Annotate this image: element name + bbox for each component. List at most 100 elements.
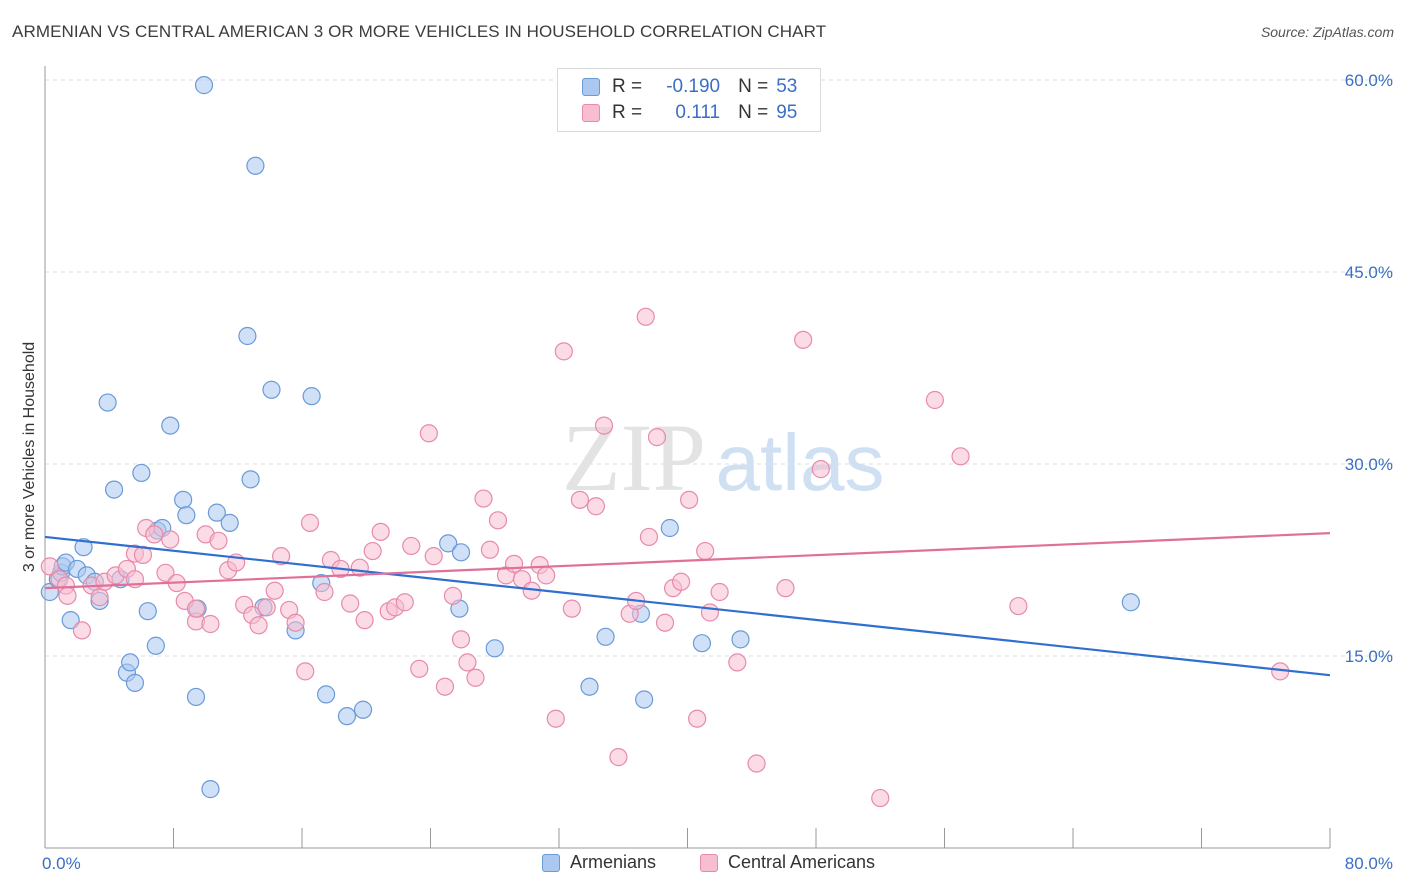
armenian-point bbox=[61, 611, 80, 630]
armenian-point bbox=[201, 780, 220, 799]
central-american-point bbox=[570, 490, 589, 509]
central-american-point bbox=[671, 572, 691, 591]
legend-n-value: 95 bbox=[776, 102, 798, 123]
armenian-point bbox=[439, 534, 458, 553]
y-tick-label: 45.0% bbox=[1345, 263, 1393, 282]
y-tick-label: 60.0% bbox=[1345, 71, 1393, 90]
armenian-point bbox=[353, 700, 373, 719]
legend-item-armenians[interactable]: Armenians bbox=[542, 852, 656, 873]
central-american-point bbox=[488, 511, 508, 530]
central-american-point bbox=[504, 554, 524, 573]
central-american-point bbox=[747, 754, 766, 773]
central-american-point bbox=[451, 630, 471, 649]
watermark: ZIP atlas bbox=[562, 404, 884, 511]
watermark-atlas: atlas bbox=[716, 418, 885, 507]
armenian-point bbox=[207, 503, 226, 522]
central-americans-trend-line bbox=[44, 532, 1331, 590]
central-american-point bbox=[474, 489, 493, 508]
legend-item-label: Central Americans bbox=[728, 852, 876, 872]
armenian-point bbox=[337, 707, 357, 726]
central-american-point bbox=[402, 536, 421, 556]
series-legend: Armenians Central Americans bbox=[0, 852, 1406, 876]
armenian-point bbox=[74, 538, 93, 557]
legend-item-central-americans[interactable]: Central Americans bbox=[700, 852, 875, 873]
armenian-point bbox=[238, 326, 257, 346]
central-american-point bbox=[466, 668, 485, 687]
central-american-point bbox=[209, 531, 228, 550]
armenian-point bbox=[177, 506, 196, 525]
armenian-point bbox=[161, 416, 180, 435]
chart-title: ARMENIAN VS CENTRAL AMERICAN 3 OR MORE V… bbox=[12, 22, 827, 41]
armenian-point bbox=[132, 463, 151, 483]
central-american-point bbox=[265, 581, 284, 600]
armenian-point bbox=[98, 393, 117, 412]
armenian-point bbox=[174, 490, 193, 509]
central-american-point bbox=[161, 530, 180, 549]
legend-n-label: N = bbox=[738, 102, 769, 123]
central-american-point bbox=[186, 599, 206, 618]
central-american-point bbox=[458, 653, 477, 672]
armenian-point bbox=[692, 634, 712, 653]
trend-lines bbox=[44, 532, 1331, 677]
central-american-point bbox=[395, 593, 414, 612]
legend-row-central-americans: R = 0.111 N = 95 bbox=[582, 101, 797, 125]
central-american-point bbox=[546, 709, 565, 728]
central-american-point bbox=[594, 416, 614, 435]
armenian-point bbox=[246, 156, 265, 175]
central-american-point bbox=[811, 460, 830, 479]
central-american-point bbox=[776, 579, 795, 598]
central-american-point bbox=[90, 588, 109, 607]
central-american-point bbox=[680, 490, 699, 509]
central-american-point bbox=[871, 788, 890, 808]
central-american-point bbox=[443, 586, 463, 605]
armenian-point bbox=[104, 480, 124, 499]
y-tick-label: 30.0% bbox=[1345, 455, 1393, 474]
armenians-legend-swatch bbox=[542, 853, 560, 872]
central-american-point bbox=[424, 547, 443, 566]
central-american-point bbox=[201, 614, 220, 634]
legend-r-label: R = bbox=[612, 76, 643, 97]
legend-n-label: N = bbox=[738, 76, 769, 97]
chart-source: Source: ZipAtlas.com bbox=[1260, 24, 1394, 40]
central-american-point bbox=[710, 582, 729, 602]
x-tick-label: 0.0% bbox=[42, 854, 81, 873]
central-american-point bbox=[371, 522, 390, 541]
central-american-point bbox=[133, 545, 153, 564]
central-american-point bbox=[951, 447, 970, 466]
armenian-point bbox=[302, 387, 321, 406]
armenians-swatch bbox=[582, 78, 600, 96]
central-american-point bbox=[1009, 596, 1028, 616]
armenians-trend-line bbox=[44, 535, 1331, 677]
legend-r-label: R = bbox=[612, 102, 643, 123]
tick-labels: 15.0% 30.0% 45.0% 60.0% 0.0% 80.0% bbox=[42, 71, 1393, 873]
central-american-point bbox=[562, 599, 581, 618]
armenian-point bbox=[451, 543, 471, 562]
armenian-point bbox=[1121, 593, 1140, 612]
central-americans-legend-swatch bbox=[700, 853, 718, 872]
central-american-point bbox=[286, 613, 305, 632]
central-american-point bbox=[647, 428, 667, 447]
central-american-point bbox=[794, 330, 813, 349]
central-american-point bbox=[156, 563, 175, 582]
legend-item-label: Armenians bbox=[570, 852, 657, 872]
armenian-point bbox=[485, 639, 504, 658]
central-american-point bbox=[341, 594, 360, 613]
central-american-point bbox=[72, 621, 92, 640]
central-american-point bbox=[40, 557, 59, 576]
central-american-point bbox=[257, 598, 276, 617]
central-american-point bbox=[554, 342, 573, 361]
armenian-point bbox=[241, 470, 260, 489]
central-american-point bbox=[655, 613, 675, 632]
central-american-point bbox=[419, 424, 438, 443]
central-americans-swatch bbox=[582, 104, 600, 122]
armenian-point bbox=[146, 636, 165, 655]
central-american-point bbox=[300, 513, 320, 532]
legend-row-armenians: R = -0.190 N = 53 bbox=[582, 75, 797, 99]
correlation-legend: R = -0.190 N = 53 R = 0.111 N = 95 bbox=[557, 68, 821, 132]
y-tick-label: 15.0% bbox=[1345, 647, 1393, 666]
armenian-point bbox=[731, 630, 750, 649]
central-american-point bbox=[609, 748, 628, 767]
central-american-point bbox=[696, 541, 715, 561]
armenian-point bbox=[660, 518, 679, 538]
